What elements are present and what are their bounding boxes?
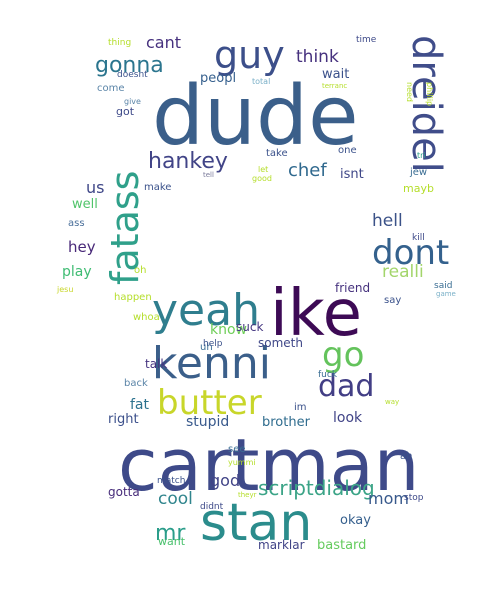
word: god (210, 471, 240, 490)
word: phillip (425, 82, 434, 106)
word: mr (155, 521, 186, 546)
word: tell (203, 171, 214, 179)
word: isnt (340, 167, 364, 182)
word: scriptdialog (258, 476, 375, 500)
word: think (296, 47, 339, 67)
word: kill (412, 233, 425, 243)
word: hell (372, 211, 403, 231)
word: stop (404, 493, 424, 503)
word: jesu (56, 285, 73, 294)
word: time (356, 35, 377, 45)
word: one (338, 145, 357, 156)
word: theyr (238, 491, 257, 499)
word: fuck (318, 370, 338, 380)
word: cool (158, 489, 193, 509)
word: take (266, 148, 288, 159)
word: brother (262, 415, 311, 430)
word: okay (340, 513, 371, 528)
word: help (203, 339, 223, 349)
word: good (252, 174, 272, 183)
word: dad (318, 369, 374, 404)
word: marklar (258, 538, 305, 552)
word: talk (145, 357, 167, 371)
word: friend (335, 281, 370, 295)
word: right (108, 412, 139, 427)
word: gotta (108, 485, 140, 499)
word: wait (322, 67, 349, 82)
word: kenni (152, 338, 271, 389)
word: let (258, 165, 268, 174)
word: well (72, 197, 98, 212)
word: mayb (403, 182, 434, 195)
word: stan (200, 493, 312, 553)
word: game (436, 290, 456, 298)
word: doesnt (117, 70, 148, 80)
word: happen (114, 292, 152, 303)
word: back (124, 378, 148, 389)
word: uh (200, 342, 213, 353)
word: say (384, 295, 401, 306)
word: yummi (228, 458, 256, 467)
word: need (405, 82, 414, 102)
word: play (62, 264, 92, 280)
word: come (97, 83, 125, 94)
word: know (210, 322, 247, 338)
word: im (294, 402, 307, 413)
word: way (385, 398, 399, 406)
word: us (86, 178, 104, 197)
word: see (228, 444, 246, 455)
word: want (158, 535, 186, 548)
word: dreidel (403, 35, 449, 173)
word: fatass (103, 171, 147, 285)
word: jew (409, 167, 427, 178)
word: guy (214, 33, 285, 77)
word: cartman (118, 423, 419, 507)
word: someth (258, 336, 303, 350)
word: fat (130, 397, 150, 413)
word: terranc (322, 82, 347, 90)
word: oh (134, 265, 146, 276)
word: ah (400, 451, 412, 462)
word: give (124, 97, 141, 106)
word: gonna (95, 53, 164, 78)
word: didnt (200, 502, 224, 512)
word: whoa (133, 312, 160, 323)
word: match (157, 476, 185, 486)
word: hey (68, 238, 96, 256)
word: dude (152, 69, 359, 164)
word: realli (382, 262, 424, 282)
word: total (252, 77, 270, 86)
word: stupid (186, 414, 229, 430)
word: yeah (152, 285, 260, 336)
word: ike (270, 277, 362, 351)
word: ass (68, 218, 85, 229)
word: go (322, 335, 364, 375)
word: butter (157, 383, 262, 423)
word: mom (368, 489, 409, 508)
word: thing (108, 38, 131, 48)
word: peopl (200, 71, 236, 86)
word: make (144, 182, 171, 193)
word: cant (146, 33, 181, 52)
word: tri (417, 151, 426, 160)
word: got (116, 105, 135, 118)
word: suck (236, 320, 263, 334)
word: dont (372, 233, 449, 273)
word: look (333, 410, 363, 426)
word: chef (288, 160, 327, 181)
word: hankey (148, 149, 228, 174)
word: said (434, 281, 452, 291)
word: bastard (317, 538, 366, 553)
